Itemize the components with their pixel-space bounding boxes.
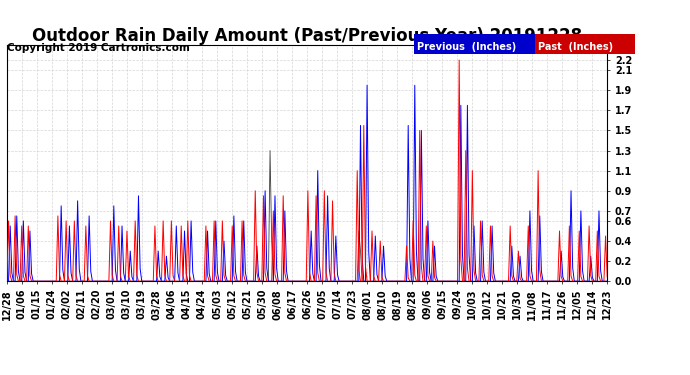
Text: Past  (Inches): Past (Inches) xyxy=(538,42,613,52)
Text: Previous  (Inches): Previous (Inches) xyxy=(417,42,516,52)
Text: Copyright 2019 Cartronics.com: Copyright 2019 Cartronics.com xyxy=(7,43,190,52)
Title: Outdoor Rain Daily Amount (Past/Previous Year) 20191228: Outdoor Rain Daily Amount (Past/Previous… xyxy=(32,27,582,45)
